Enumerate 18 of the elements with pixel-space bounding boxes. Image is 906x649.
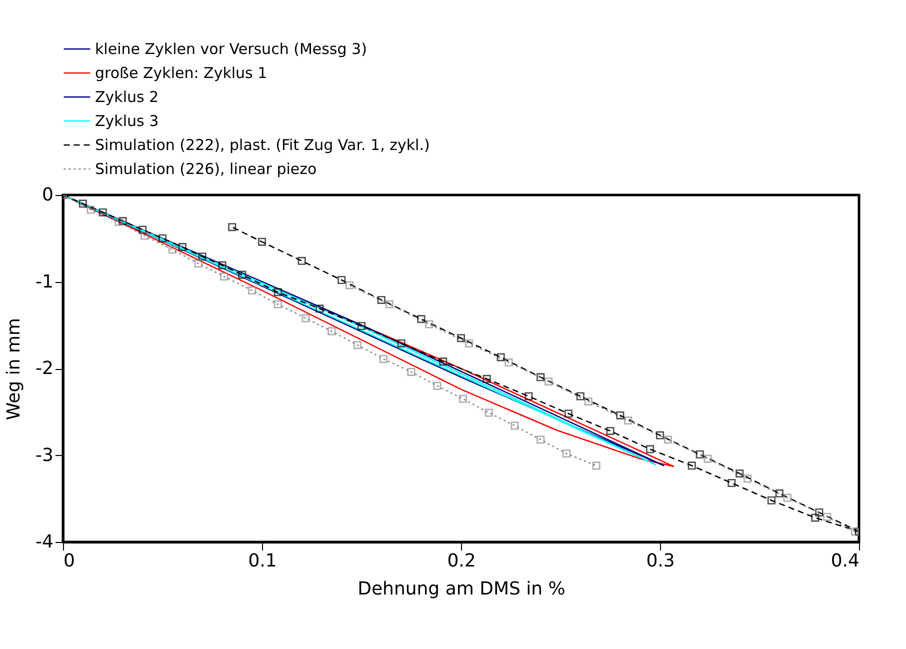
- x-tick-label: 0.1: [248, 550, 277, 572]
- y-tick-label: -2: [36, 358, 54, 379]
- legend-label: Zyklus 2: [95, 88, 159, 106]
- y-tick-label: 0: [42, 184, 54, 206]
- y-tick-label: -1: [36, 271, 54, 292]
- legend-label: Simulation (222), plast. (Fit Zug Var. 1, zykl.): [95, 136, 430, 154]
- x-tick-label: 0.3: [646, 550, 675, 572]
- y-tick-label: -4: [36, 532, 54, 552]
- legend-label: kleine Zyklen vor Versuch (Messg 3): [95, 40, 367, 58]
- x-tick-label: 0: [64, 550, 75, 572]
- y-tick-label: -3: [36, 444, 54, 466]
- legend-label: Zyklus 3: [95, 112, 159, 130]
- x-tick-label: 0.4: [830, 550, 860, 572]
- x-axis-title: Dehnung am DMS in %: [358, 578, 566, 600]
- legend-label: große Zyklen: Zyklus 1: [95, 64, 268, 82]
- x-tick-label: 0.2: [447, 550, 476, 572]
- y-axis-title: Weg in mm: [4, 318, 25, 420]
- legend-label: Simulation (226), linear piezo: [95, 160, 317, 178]
